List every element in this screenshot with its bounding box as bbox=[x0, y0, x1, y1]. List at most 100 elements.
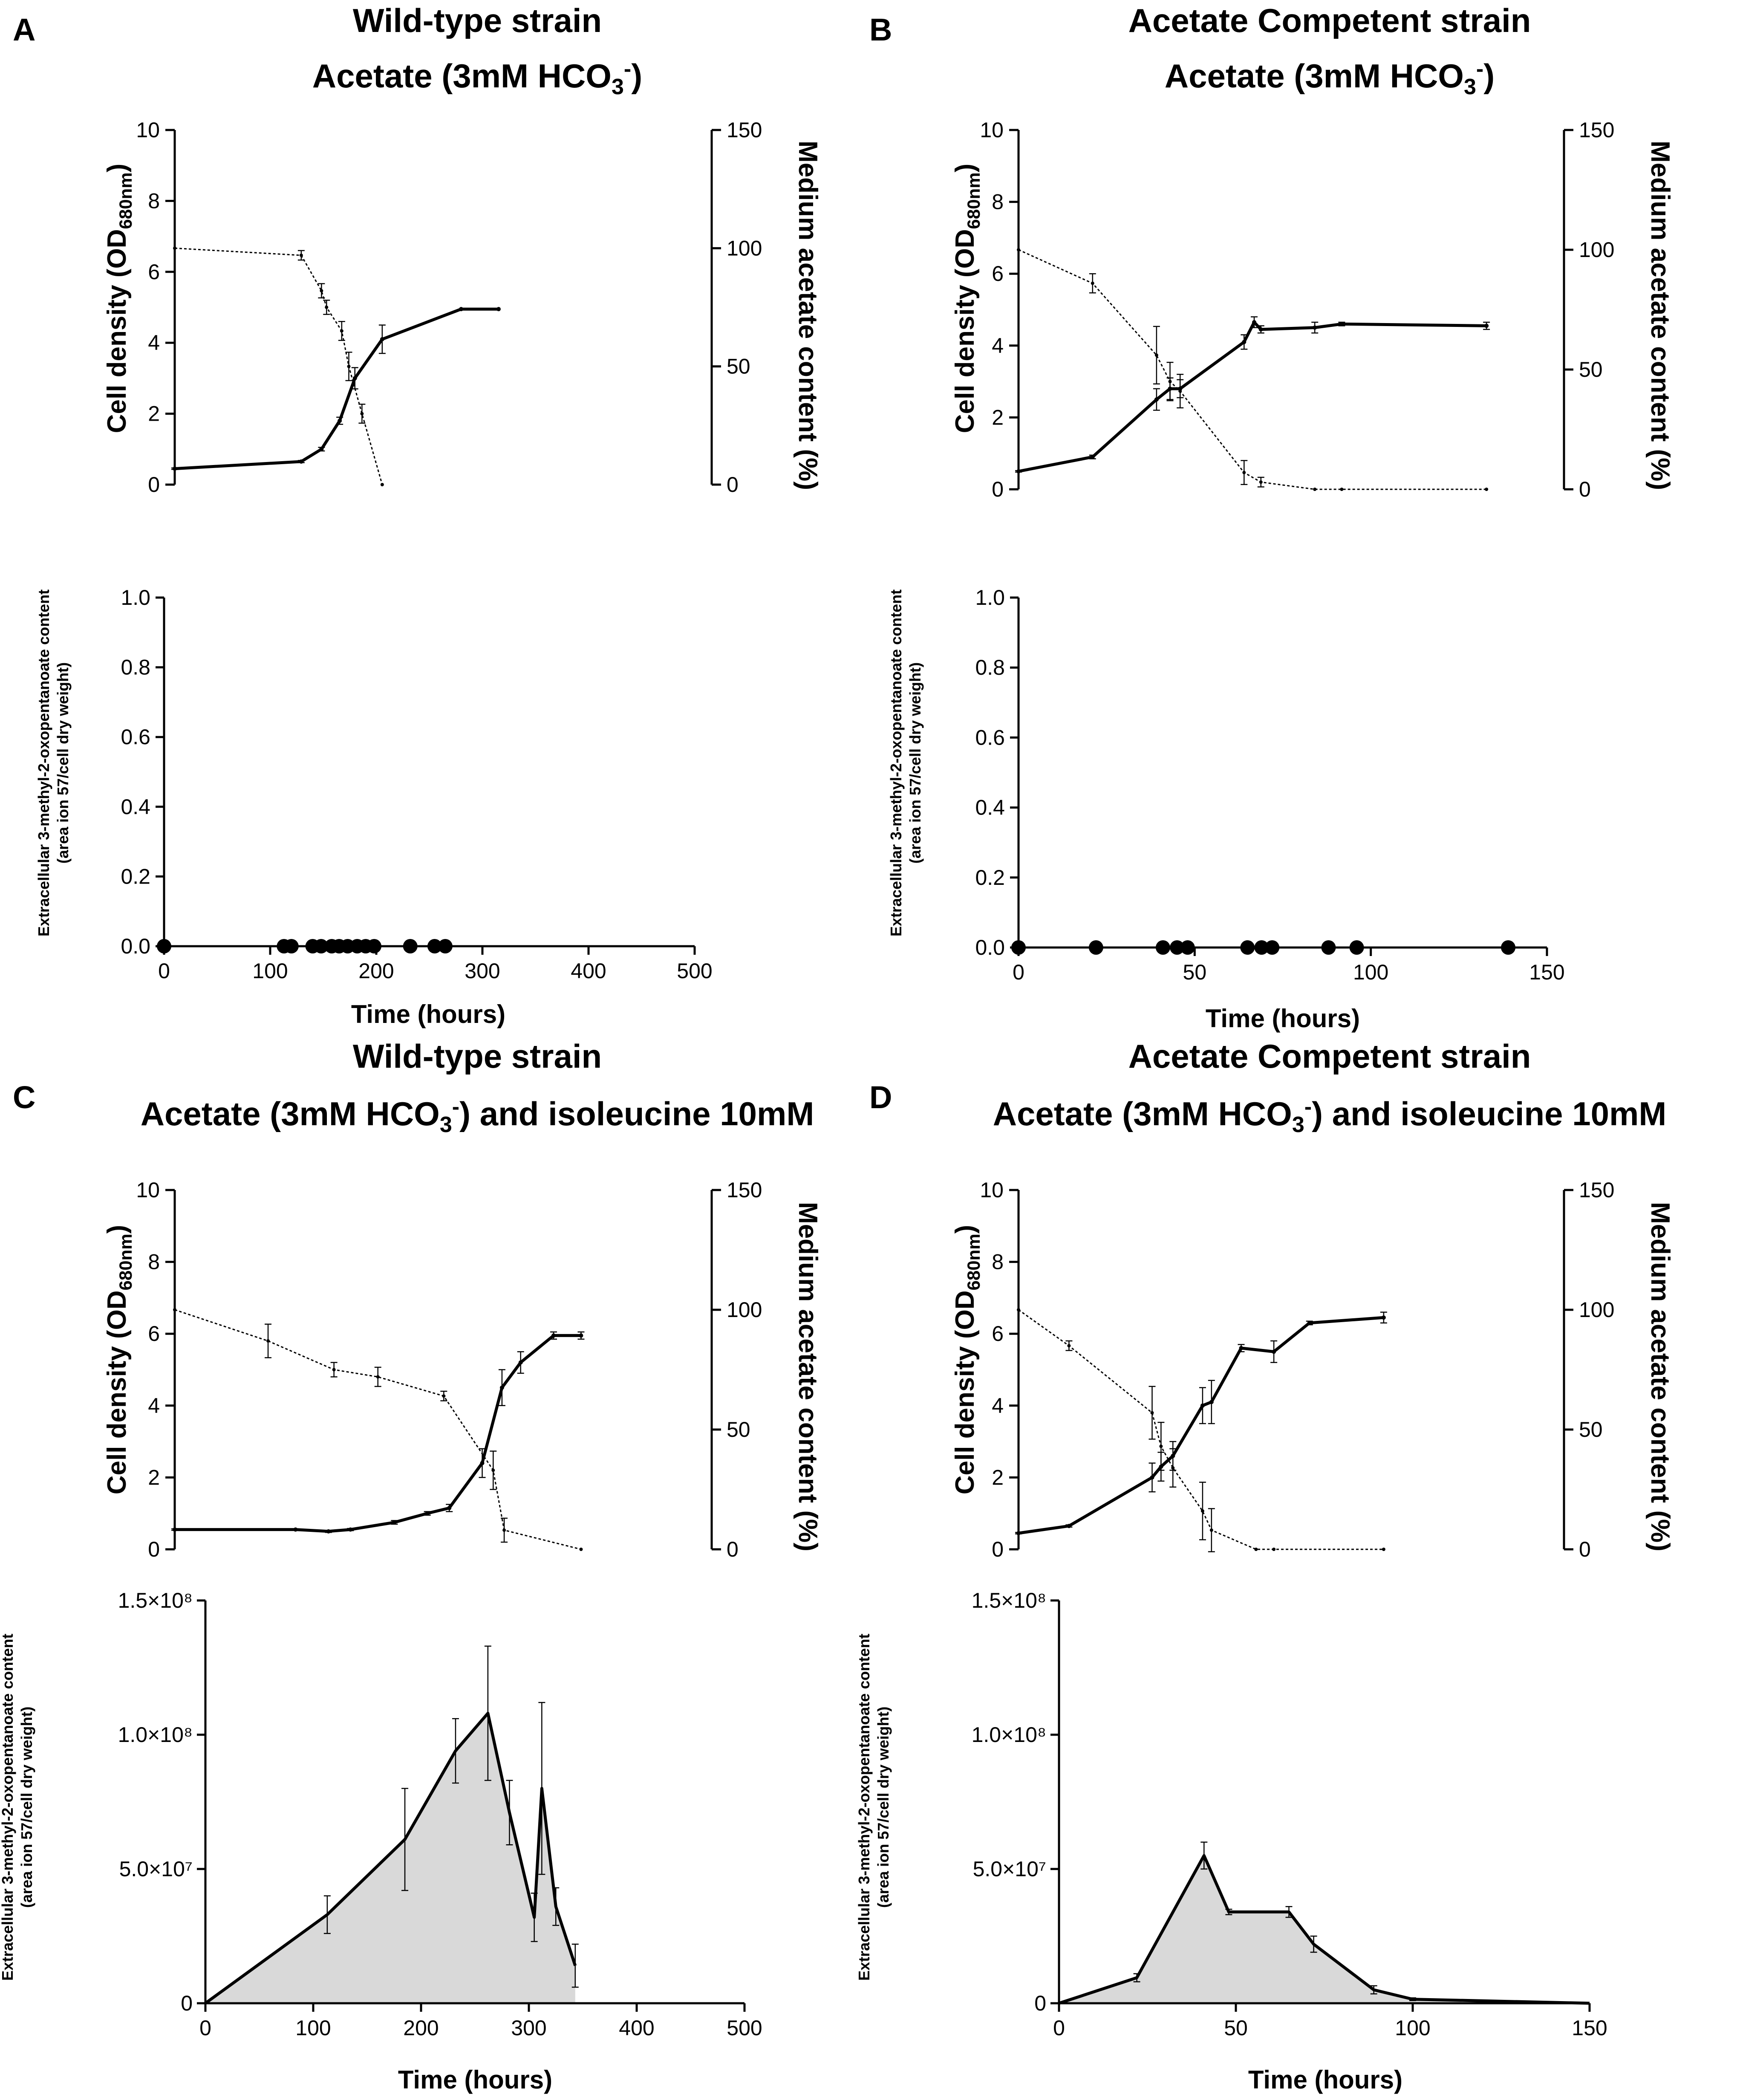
a-metabolite-data-point bbox=[427, 939, 442, 953]
panel-letter-a: A bbox=[13, 12, 35, 47]
b-metabolite-data-point bbox=[1349, 940, 1364, 955]
b-growth-data-point bbox=[1258, 327, 1263, 332]
b-metabolite-y-tick-label: 0.6 bbox=[975, 725, 1005, 749]
c-growth-series-density-line bbox=[175, 1334, 581, 1533]
y-left-label-b: Cell density (OD680nm) bbox=[950, 164, 984, 433]
x-label-d: Time (hours) bbox=[1248, 2065, 1402, 2094]
panel-letter-d: D bbox=[869, 1080, 892, 1115]
b-growth-left-tick-label: 4 bbox=[992, 334, 1004, 358]
a-growth-right-tick-label: 0 bbox=[727, 473, 739, 497]
c-growth-data-point bbox=[266, 1339, 270, 1343]
b-metabolite-data-point bbox=[1011, 940, 1026, 955]
c-growth-data-point bbox=[579, 1548, 583, 1551]
y-right-label-a: Medium acetate content (%) bbox=[793, 141, 822, 490]
b-metabolite-data-point bbox=[1321, 940, 1336, 955]
a-metabolite-data-point bbox=[403, 939, 418, 953]
b-growth-right-tick-label: 50 bbox=[1579, 358, 1603, 381]
d-metabolite-area-fill bbox=[1059, 1855, 1590, 2003]
y-left-label-c: Cell density (OD680nm) bbox=[102, 1225, 136, 1495]
b-metabolite-y-tick-label: 0.4 bbox=[975, 796, 1005, 820]
y-metabolite-label-a-1: Extracellular 3-methyl-2-oxopentanoate c… bbox=[35, 589, 52, 936]
a-growth-data-point bbox=[173, 466, 177, 471]
y-right-label-d: Medium acetate content (%) bbox=[1645, 1202, 1675, 1551]
a-growth-left-tick-label: 4 bbox=[148, 331, 160, 355]
d-growth-data-point bbox=[1200, 1403, 1205, 1408]
c-metabolite-x-tick-label: 200 bbox=[403, 2016, 439, 2040]
b-growth-series-acetate-line bbox=[1018, 249, 1487, 490]
b-metabolite-data-point bbox=[1155, 940, 1170, 955]
d-metabolite-y-tick-label: 1.0×10⁸ bbox=[972, 1723, 1046, 1747]
c-growth-right-tick-label: 0 bbox=[727, 1537, 739, 1561]
a-growth-data-point bbox=[173, 246, 176, 250]
a-metabolite-y-tick-label: 0.6 bbox=[121, 725, 150, 749]
d-growth-left-tick-label: 4 bbox=[992, 1394, 1004, 1418]
panel-letter-c: C bbox=[13, 1080, 35, 1115]
a-growth-data-point bbox=[340, 329, 343, 333]
b-metabolite-data-point bbox=[1240, 940, 1255, 955]
b-growth-data-point bbox=[1485, 488, 1489, 491]
b-growth-right-tick-label: 150 bbox=[1579, 118, 1614, 142]
b-growth-left-tick-label: 2 bbox=[992, 405, 1004, 429]
d-growth-right-tick-label: 50 bbox=[1579, 1418, 1603, 1441]
b-metabolite-y-tick-label: 0.2 bbox=[975, 866, 1005, 890]
d-growth-data-point bbox=[1017, 1308, 1020, 1311]
a-growth-data-point bbox=[352, 376, 357, 381]
a-growth-left-tick-label: 8 bbox=[148, 189, 160, 213]
a-metabolite-data-point bbox=[438, 939, 453, 953]
title-b-line1: Acetate Competent strain bbox=[1128, 2, 1531, 39]
d-growth-data-point bbox=[1209, 1400, 1214, 1404]
c-growth-right-tick-label: 150 bbox=[727, 1178, 762, 1202]
y-left-label-a: Cell density (OD680nm) bbox=[102, 164, 136, 433]
y-metabolite-label-c-2: (area ion 57/cell dry weight) bbox=[18, 1707, 35, 1908]
a-metabolite-x-tick-label: 300 bbox=[465, 959, 500, 983]
b-metabolite-data-point bbox=[1254, 940, 1269, 955]
d-growth-data-point bbox=[1272, 1349, 1276, 1354]
a-growth-series-acetate-line bbox=[174, 247, 383, 485]
c-metabolite-x-tick-label: 300 bbox=[511, 2016, 546, 2040]
b-growth-data-point bbox=[1484, 324, 1489, 328]
c-growth-data-point bbox=[348, 1527, 353, 1532]
d-metabolite-x-tick-label: 0 bbox=[1053, 2016, 1065, 2040]
d-metabolite-x-tick-label: 100 bbox=[1395, 2016, 1430, 2040]
b-growth-data-point bbox=[1178, 389, 1182, 393]
a-growth-left-tick-label: 10 bbox=[136, 118, 160, 142]
d-growth-left-tick-label: 6 bbox=[992, 1322, 1004, 1346]
a-metabolite-x-tick-label: 200 bbox=[358, 959, 394, 983]
a-metabolite-x-tick-label: 500 bbox=[677, 959, 712, 983]
c-growth-left-tick-label: 0 bbox=[148, 1537, 160, 1561]
b-growth-right-tick-label: 100 bbox=[1579, 238, 1614, 262]
x-label-a: Time (hours) bbox=[351, 1000, 505, 1028]
y-metabolite-label-d-2: (area ion 57/cell dry weight) bbox=[874, 1707, 892, 1908]
d-growth-data-point bbox=[1150, 1475, 1154, 1480]
b-metabolite-data-point bbox=[1180, 940, 1195, 955]
y-metabolite-label-b-1: Extracellular 3-methyl-2-oxopentanoate c… bbox=[887, 589, 905, 936]
c-metabolite-y-tick-label: 0 bbox=[181, 1991, 193, 2015]
a-growth-data-point bbox=[319, 447, 324, 451]
c-growth-data-point bbox=[442, 1394, 446, 1398]
x-label-c: Time (hours) bbox=[398, 2065, 552, 2094]
d-growth-left-tick-label: 0 bbox=[992, 1537, 1004, 1561]
a-metabolite-y-tick-label: 0.0 bbox=[121, 934, 150, 958]
a-growth-left-tick-label: 2 bbox=[148, 402, 160, 426]
a-metabolite-x-tick-label: 0 bbox=[158, 959, 170, 983]
d-metabolite-y-tick-label: 5.0×10⁷ bbox=[973, 1857, 1046, 1881]
d-growth-data-point bbox=[1381, 1315, 1386, 1320]
d-growth-data-point bbox=[1209, 1528, 1213, 1532]
d-growth-right-tick-label: 150 bbox=[1579, 1178, 1614, 1202]
c-metabolite-y-tick-label: 1.0×10⁸ bbox=[118, 1723, 193, 1747]
a-metabolite-x-tick-label: 400 bbox=[571, 959, 606, 983]
a-growth-right-tick-label: 150 bbox=[727, 118, 762, 142]
c-metabolite-area-fill bbox=[205, 1713, 575, 2003]
c-growth-data-point bbox=[173, 1527, 177, 1532]
a-growth-data-point bbox=[320, 289, 323, 293]
a-growth-data-point bbox=[360, 412, 364, 416]
c-growth-data-point bbox=[518, 1360, 523, 1365]
a-growth-left-tick-label: 6 bbox=[148, 260, 160, 284]
d-metabolite-y-tick-label: 1.5×10⁸ bbox=[972, 1589, 1046, 1612]
b-growth-data-point bbox=[1313, 325, 1317, 330]
c-growth-data-point bbox=[173, 1308, 176, 1311]
d-growth-left-tick-label: 2 bbox=[992, 1465, 1004, 1489]
c-metabolite-y-tick-label: 1.5×10⁸ bbox=[118, 1589, 193, 1612]
c-growth-right-tick-label: 50 bbox=[727, 1418, 750, 1441]
